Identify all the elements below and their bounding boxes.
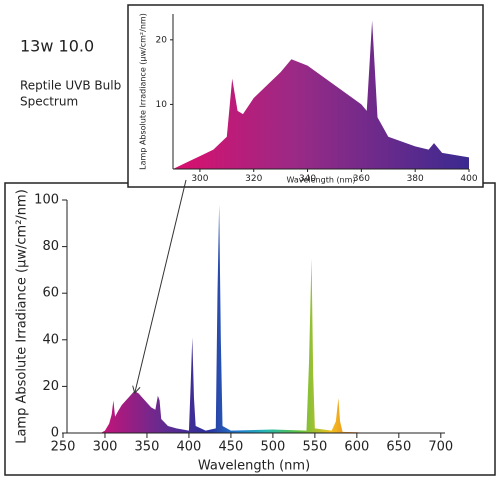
x-tick-label: 320 bbox=[245, 174, 262, 184]
y-tick-label: 80 bbox=[42, 239, 59, 254]
y-tick-label: 100 bbox=[34, 193, 59, 208]
subtitle: Spectrum bbox=[20, 95, 78, 109]
x-tick-label: 300 bbox=[93, 440, 118, 455]
spectrum-area bbox=[173, 20, 469, 170]
x-tick-label: 450 bbox=[218, 440, 243, 455]
y-tick-label: 60 bbox=[42, 286, 59, 301]
x-tick-label: 300 bbox=[191, 174, 208, 184]
main-chart: 250 300 350 400 450 500 550 600 650 700 0 20 40 60 80 1… bbox=[15, 189, 454, 473]
y-tick-label: 20 bbox=[42, 379, 59, 394]
x-tick-label: 340 bbox=[299, 174, 316, 184]
pointer-arrow bbox=[135, 179, 187, 392]
x-tick-label: 360 bbox=[353, 174, 370, 184]
y-tick-label: 10 bbox=[156, 100, 168, 110]
x-tick-label: 700 bbox=[428, 440, 453, 455]
y-axis-label: Lamp Absolute Irradiance (μw/cm²/nm) bbox=[15, 189, 30, 444]
y-tick-label: 20 bbox=[156, 35, 168, 45]
x-tick-label: 400 bbox=[460, 174, 477, 184]
spectrum-area bbox=[100, 204, 366, 433]
y-tick-label: 40 bbox=[42, 332, 59, 347]
x-axis-label: Wavelength (nm) bbox=[286, 176, 355, 185]
y-tick-label: 0 bbox=[51, 426, 59, 441]
x-tick-label: 400 bbox=[177, 440, 202, 455]
x-tick-label: 380 bbox=[407, 174, 424, 184]
x-tick-label: 250 bbox=[51, 440, 76, 455]
x-axis-label: Wavelength (nm) bbox=[198, 459, 310, 474]
x-tick-label: 500 bbox=[260, 440, 285, 455]
x-tick-label: 550 bbox=[302, 440, 327, 455]
subtitle: Reptile UVB Bulb bbox=[20, 79, 121, 93]
x-tick-label: 650 bbox=[386, 440, 411, 455]
x-tick-label: 350 bbox=[135, 440, 160, 455]
x-tick-label: 600 bbox=[344, 440, 369, 455]
title: 13w 10.0 bbox=[20, 37, 94, 56]
inset-chart: 300 320 340 360 380 400 10 20 Wavelength (nm) Lam… bbox=[139, 13, 478, 184]
y-axis-label: Lamp Absolute Irradiance (μw/cm²/nm) bbox=[139, 13, 148, 170]
